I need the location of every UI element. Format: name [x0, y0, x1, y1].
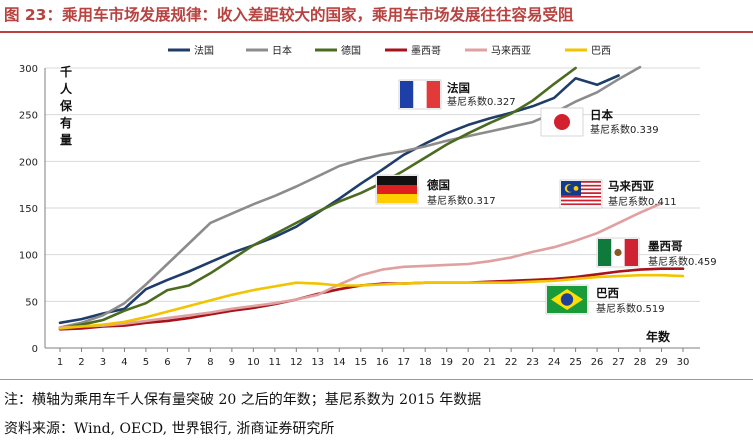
x-tick-label: 6	[164, 357, 170, 368]
x-tick-label: 12	[290, 357, 303, 368]
x-tick-label: 26	[591, 357, 604, 368]
x-tick-label: 9	[229, 357, 235, 368]
flag-stripe	[426, 81, 440, 108]
flag-disc	[554, 114, 570, 130]
x-tick-label: 10	[247, 357, 260, 368]
flag-stripe	[561, 201, 601, 204]
flag-crescent-cut	[566, 184, 574, 192]
y-tick-label: 150	[19, 204, 38, 215]
flag-stripe	[561, 197, 601, 200]
legend-label: 德国	[341, 44, 361, 57]
legend-label: 巴西	[591, 45, 611, 57]
country-name-label: 德国	[426, 178, 450, 192]
x-tick-label: 14	[333, 357, 346, 368]
x-tick-label: 25	[569, 357, 582, 368]
x-tick-label: 22	[505, 357, 518, 368]
flag-stripe	[413, 81, 427, 108]
series-line	[58, 202, 663, 329]
x-tick-label: 15	[354, 357, 367, 368]
x-tick-label: 20	[462, 357, 475, 368]
flag-emblem	[614, 248, 622, 257]
x-tick-label: 5	[143, 357, 149, 368]
y-tick-label: 0	[32, 344, 38, 355]
legend-label: 法国	[194, 44, 214, 57]
japan-flag	[540, 107, 584, 137]
x-tick-label: 21	[483, 357, 496, 368]
x-tick-label: 3	[100, 357, 106, 368]
flag-stripe	[377, 185, 417, 194]
footer-divider	[0, 379, 753, 380]
malaysia-flag	[559, 179, 603, 209]
y-tick-label: 100	[19, 251, 38, 262]
country-name-label: 法国	[447, 81, 470, 95]
france-flag	[398, 79, 442, 110]
x-tick-label: 29	[655, 357, 668, 368]
x-tick-label: 28	[634, 357, 647, 368]
x-tick-label: 8	[207, 357, 213, 368]
x-tick-label: 27	[612, 357, 625, 368]
country-flags	[375, 79, 640, 315]
flag-stripe	[561, 203, 601, 206]
y-tick-label: 50	[25, 297, 38, 308]
gini-label: 基尼系数0.317	[427, 194, 496, 207]
title-divider	[0, 31, 753, 33]
country-name-label: 马来西亚	[608, 179, 654, 193]
x-tick-label: 30	[677, 357, 690, 368]
flag-stripe	[561, 195, 601, 198]
y-tick-label: 300	[19, 64, 38, 75]
x-tick-label: 19	[440, 357, 453, 368]
x-tick-label: 17	[397, 357, 410, 368]
figure-title: 图 23：乘用车市场发展规律：收入差距较大的国家，乘用车市场发展往往容易受阻	[4, 6, 574, 24]
chart-note: 注：横轴为乘用车千人保有量突破 20 之后的年数；基尼系数为 2015 年数据	[4, 392, 482, 408]
country-name-label: 墨西哥	[648, 239, 683, 253]
flag-stripe	[598, 239, 612, 266]
x-tick-label: 11	[268, 357, 281, 368]
flag-globe	[560, 293, 574, 306]
y-tick-label: 250	[19, 111, 38, 122]
legend-label: 墨西哥	[411, 45, 441, 57]
country-name-label: 日本	[590, 108, 613, 122]
flag-stripe	[377, 194, 417, 203]
chart-source: 资料来源：Wind, OECD, 世界银行, 浙商证券研究所	[4, 421, 335, 437]
series-line	[58, 273, 685, 330]
legend-label: 马来西亚	[491, 45, 531, 57]
x-tick-label: 23	[526, 357, 539, 368]
x-tick-label: 4	[121, 357, 127, 368]
gini-label: 基尼系数0.459	[648, 255, 717, 268]
chart-grid	[45, 67, 700, 302]
x-tick-label: 24	[548, 357, 561, 368]
gini-label: 基尼系数0.327	[447, 95, 516, 108]
x-tick-label: 7	[186, 357, 192, 368]
x-tick-label: 16	[376, 357, 389, 368]
x-tick-label: 2	[78, 357, 84, 368]
gini-label: 基尼系数0.411	[608, 195, 677, 208]
flag-stripe	[561, 199, 601, 202]
flag-stripe	[377, 176, 417, 185]
y-tick-label: 200	[19, 157, 38, 168]
flag-stripe	[561, 205, 601, 207]
legend-label: 日本	[272, 44, 292, 57]
flag-star	[573, 186, 579, 191]
gini-label: 基尼系数0.519	[596, 302, 665, 315]
x-tick-label: 1	[57, 357, 63, 368]
series-line	[58, 74, 620, 325]
x-tick-label: 13	[311, 357, 324, 368]
brazil-flag	[545, 284, 589, 315]
germany-flag	[375, 174, 419, 205]
x-axis-label: 年数	[646, 329, 671, 344]
mexico-flag	[596, 237, 640, 268]
chart-legend: 法国 日本 德国 墨西哥 马来西亚 巴西	[168, 44, 611, 57]
flag-stripe	[400, 81, 414, 108]
y-axis-label: 千人保有量	[59, 64, 73, 147]
gini-label: 基尼系数0.339	[590, 123, 659, 136]
x-tick-label: 18	[419, 357, 432, 368]
flag-stripe	[624, 239, 638, 266]
series-line	[58, 66, 577, 330]
country-name-label: 巴西	[596, 286, 619, 300]
